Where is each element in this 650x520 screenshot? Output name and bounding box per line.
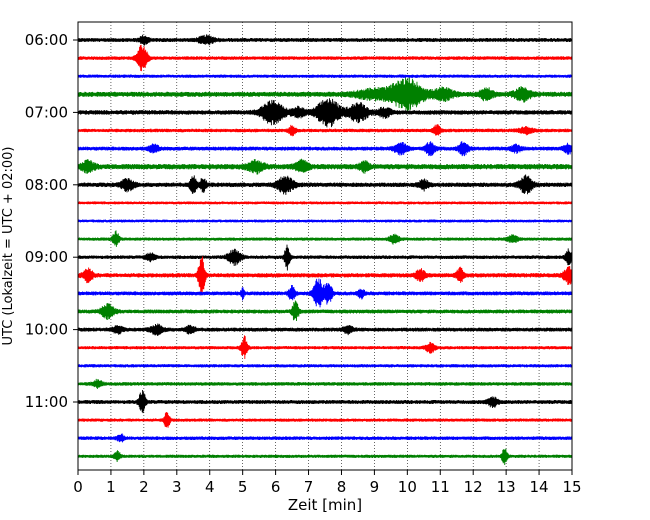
trace-1000: [77, 323, 573, 336]
trace-0700: [77, 98, 573, 128]
trace-1045: [77, 378, 573, 389]
y-axis-ticks: 06:00 07:00 08:00 09:00 10:00 11:00: [25, 31, 78, 411]
x-tick-label: 13: [497, 478, 516, 496]
x-tick-label: 12: [464, 478, 483, 496]
trace-1145: [77, 448, 573, 466]
x-tick-label: 8: [337, 478, 347, 496]
trace-0845: [77, 230, 573, 247]
trace-0915: [77, 256, 573, 296]
x-tick-label: 10: [398, 478, 417, 496]
trace-0715: [77, 124, 573, 137]
trace-1015: [77, 335, 573, 359]
y-tick-label: 08:00: [25, 176, 68, 194]
x-tick-label: 6: [271, 478, 281, 496]
y-tick-label: 11:00: [25, 393, 68, 411]
y-tick-label: 10:00: [25, 321, 68, 339]
trace-1030: [77, 364, 573, 368]
trace-0745: [77, 158, 573, 175]
trace-1115: [77, 411, 573, 428]
x-tick-label: 5: [238, 478, 248, 496]
x-tick-label: 7: [304, 478, 314, 496]
trace-0600: [77, 34, 573, 46]
trace-0900: [77, 244, 573, 271]
trace-0815: [77, 201, 573, 205]
x-tick-label: 0: [73, 478, 83, 496]
x-axis-ticks: 0 1 2 3 4 5 6 7 8 9 10 11 12 13 14 15: [73, 470, 582, 496]
trace-1100: [77, 389, 573, 414]
trace-0800: [77, 174, 573, 195]
x-tick-label: 9: [370, 478, 380, 496]
x-tick-label: 2: [139, 478, 149, 496]
trace-1130: [77, 433, 573, 443]
traces-layer: [77, 34, 573, 466]
trace-0645: [77, 77, 573, 112]
trace-0830: [77, 219, 573, 223]
x-tick-label: 15: [562, 478, 581, 496]
y-axis-label: UTC (Lokalzeit = UTC + 02:00): [1, 147, 16, 346]
trace-0930: [77, 278, 573, 308]
y-tick-label: 09:00: [25, 248, 68, 266]
trace-0945: [77, 300, 573, 322]
y-tick-label: 07:00: [25, 103, 68, 121]
trace-0615: [77, 44, 573, 72]
x-tick-label: 14: [530, 478, 549, 496]
x-axis-label: Zeit [min]: [288, 496, 362, 514]
trace-0730: [77, 141, 573, 157]
x-tick-label: 3: [172, 478, 182, 496]
plot-frame: [77, 21, 573, 471]
x-tick-label: 11: [431, 478, 450, 496]
y-tick-label: 06:00: [25, 31, 68, 49]
trace-0630: [77, 74, 573, 78]
x-tick-label: 4: [205, 478, 215, 496]
x-tick-label: 1: [106, 478, 116, 496]
